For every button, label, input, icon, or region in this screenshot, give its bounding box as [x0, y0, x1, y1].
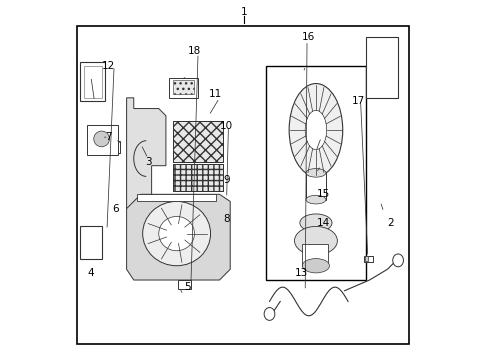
Ellipse shape: [299, 214, 331, 232]
Bar: [173, 164, 223, 191]
Bar: [178, 280, 190, 289]
Bar: [173, 121, 223, 162]
Bar: [77, 26, 408, 344]
Text: 2: 2: [387, 218, 393, 228]
Text: 3: 3: [144, 157, 151, 167]
Ellipse shape: [142, 202, 210, 266]
Text: 14: 14: [316, 218, 329, 228]
Ellipse shape: [305, 195, 325, 204]
Bar: [80, 226, 102, 258]
Text: 1: 1: [241, 7, 247, 17]
Bar: [169, 78, 198, 98]
Bar: [365, 37, 397, 98]
Text: 8: 8: [223, 214, 229, 224]
Text: 6: 6: [112, 203, 119, 213]
Text: 10: 10: [220, 121, 233, 131]
Ellipse shape: [159, 216, 194, 251]
Polygon shape: [126, 194, 230, 280]
Ellipse shape: [264, 307, 274, 320]
Ellipse shape: [305, 168, 325, 177]
Text: 11: 11: [209, 89, 222, 99]
Bar: [364, 256, 372, 262]
Text: 13: 13: [294, 268, 307, 278]
Bar: [305, 173, 325, 200]
Text: 12: 12: [102, 61, 115, 71]
Text: 9: 9: [223, 175, 229, 185]
Bar: [265, 66, 365, 280]
Bar: [301, 244, 328, 266]
Bar: [87, 125, 118, 155]
Text: 18: 18: [187, 46, 201, 57]
Text: 5: 5: [183, 282, 190, 292]
Bar: [173, 121, 223, 162]
Bar: [173, 80, 194, 94]
Text: 17: 17: [351, 96, 365, 107]
Bar: [364, 256, 367, 261]
Text: 7: 7: [105, 132, 112, 142]
Text: 15: 15: [316, 189, 329, 199]
Bar: [173, 164, 223, 191]
Bar: [83, 66, 102, 98]
Ellipse shape: [288, 84, 342, 176]
Ellipse shape: [294, 226, 337, 255]
Ellipse shape: [392, 254, 403, 267]
Text: 16: 16: [302, 32, 315, 42]
Bar: [114, 141, 120, 153]
Ellipse shape: [94, 131, 109, 147]
Text: 4: 4: [87, 268, 94, 278]
Bar: [137, 194, 216, 202]
Ellipse shape: [302, 258, 329, 273]
Ellipse shape: [305, 111, 326, 150]
Bar: [80, 62, 105, 102]
Polygon shape: [126, 98, 165, 208]
